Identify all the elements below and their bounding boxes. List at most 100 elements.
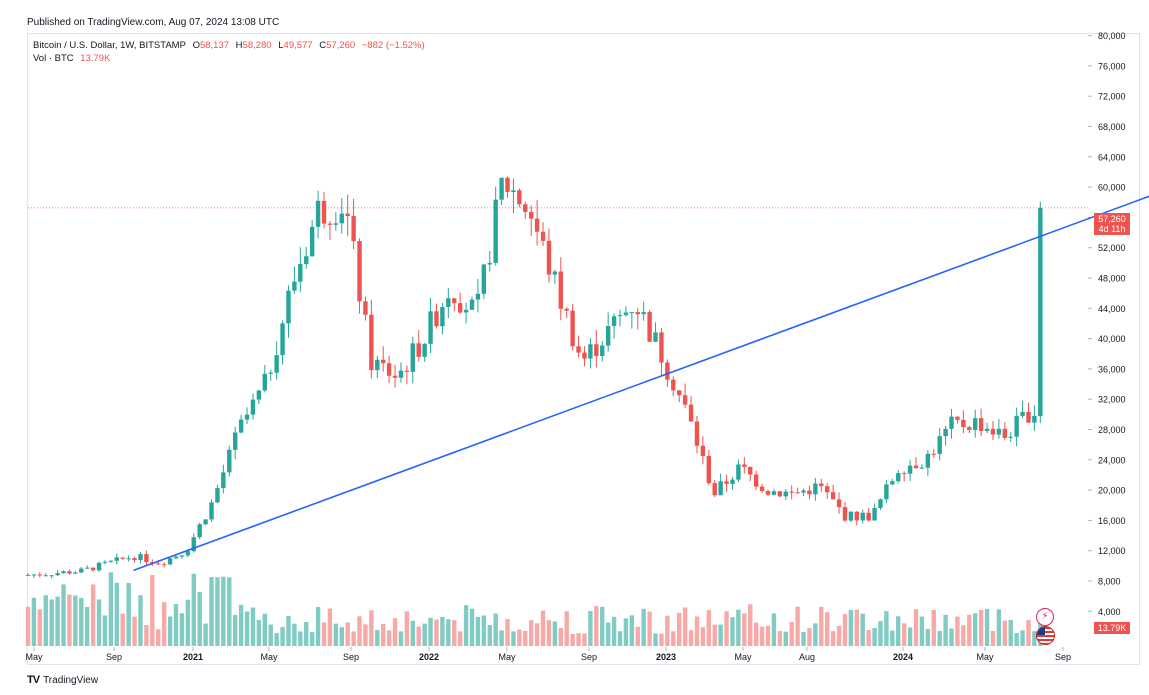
candle-body [339,213,344,224]
x-axis-tick-label: May [260,652,278,662]
volume-bar [150,575,155,646]
candle-body [469,299,475,310]
candle-body [967,427,972,430]
footer-brand[interactable]: TradingView [43,674,99,686]
candle-body [487,262,492,265]
symbol-legend-row[interactable]: Bitcoin / U.S. Dollar, 1W, BITSTAMP O58,… [33,39,425,52]
candle-body [771,491,777,495]
volume-bar [718,624,723,646]
candle-body [280,323,285,356]
volume-bar [173,604,179,646]
symbol-name: Bitcoin / U.S. Dollar, 1W, BITSTAMP [33,40,186,51]
candle-body [185,551,191,556]
volume-bar [31,597,37,646]
candle-body [860,512,865,521]
candle-body [600,345,605,357]
y-axis-tick-label: 28,000 [1098,425,1126,435]
volume-bar [978,610,984,646]
candle-body [292,281,297,291]
volume-bar [1032,631,1037,646]
volume-bar [126,582,131,646]
volume-bar [825,612,830,646]
candle-body [493,199,498,263]
volume-bar [534,623,540,646]
volume-bar [321,622,327,646]
y-axis-tick-label: 64,000 [1098,152,1126,162]
candle-body [398,370,404,378]
x-axis-tick-label: Sep [106,652,122,662]
candle-body [37,574,43,576]
volume-bar [120,613,125,646]
volume-bar [925,628,931,646]
candle-body [126,558,131,560]
last-price-tag: 57,260 4d 11h [1094,213,1130,235]
candle-body [813,483,818,495]
x-axis-tick-label: Sep [1055,652,1071,662]
volume-bar [552,621,558,646]
volume-bar [357,616,362,646]
lightning-icon[interactable]: ⚡ [1036,608,1054,626]
footer: TV TradingView [27,674,98,686]
candle-body [351,215,356,242]
y-axis-tick-label: 4,000 [1098,607,1121,617]
candle-body [955,416,960,420]
candle-body [623,312,629,316]
volume-bar [984,608,990,646]
candle-body [120,557,125,559]
y-axis-tick-label: 12,000 [1098,546,1126,556]
candle-body [830,492,836,500]
volume-bar [955,616,960,646]
candle-body [517,190,522,205]
x-axis-tick-label: May [976,652,994,662]
volume-bar [375,630,380,646]
candle-body [884,484,889,500]
chart-frame[interactable] [27,33,1140,665]
volume-bar [203,623,208,646]
volume-bar [61,584,66,646]
candle-body [233,432,238,450]
volume-bar [765,625,771,646]
candle-body [564,308,569,311]
candle-body [511,190,516,192]
candle-body [582,352,587,359]
candle-body [31,574,37,576]
candle-body [570,310,575,347]
candle-body [173,556,179,559]
volume-bar [345,622,350,646]
candle-body [363,301,368,315]
volume-bar [576,633,581,646]
volume-bar [594,606,599,646]
y-axis-tick-label: 48,000 [1098,274,1126,284]
candle-body [298,264,303,282]
trend-line [133,195,1149,572]
volume-bar [990,631,996,646]
volume-bar [351,631,356,646]
volume-bar [167,616,173,646]
volume-bar [878,621,883,646]
volume-bar [795,606,800,646]
volume-bar [463,605,469,646]
volume-bar [712,624,717,646]
candle-body [990,428,996,435]
candle-body [481,264,487,294]
volume-bar [694,616,700,646]
candle-body [161,564,167,566]
volume-bar [706,610,711,646]
candle-body [665,362,670,380]
volume-bar [907,627,913,646]
y-axis-tick-label: 80,000 [1098,31,1126,41]
x-axis-tick-label: 2022 [419,652,439,662]
volume-bar [807,628,812,646]
volume-bar [339,627,344,646]
candle-body [244,414,250,420]
tradingview-logo-icon[interactable]: TV [27,674,40,686]
us-flag-icon[interactable] [1036,626,1055,645]
candle-body [759,486,765,492]
volume-legend-row[interactable]: Vol · BTC 13.79K [33,52,425,65]
volume-bar [37,609,43,646]
change-value: −882 (−1.52%) [361,40,425,51]
volume-bar [55,596,60,646]
volume-bar [641,608,646,646]
candle-body [647,312,652,342]
